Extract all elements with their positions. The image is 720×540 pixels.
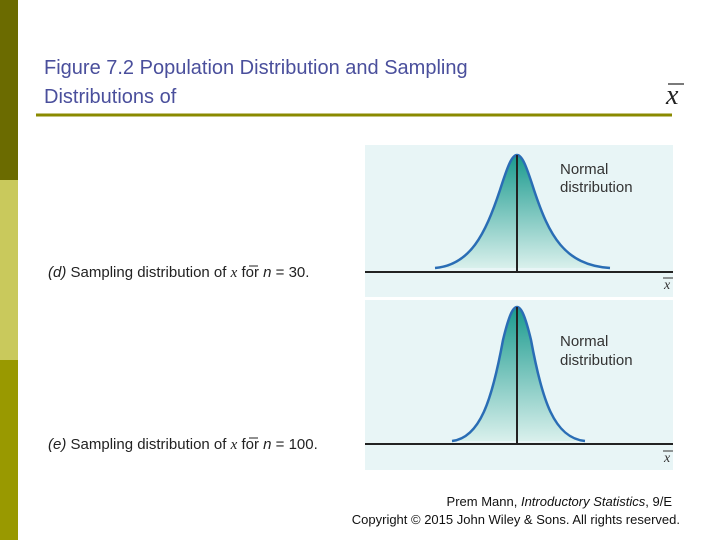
- curve-label: Normal: [560, 161, 608, 178]
- text-part: for: [237, 264, 263, 281]
- side-bar: [0, 360, 18, 540]
- text-part: for: [237, 436, 263, 453]
- axis-label: x: [663, 278, 671, 293]
- text-part: n: [263, 436, 271, 453]
- curve-label: distribution: [560, 179, 633, 196]
- side-bar: [0, 0, 18, 180]
- text-part: = 30.: [271, 264, 309, 281]
- footer-copyright: Copyright © 2015 John Wiley & Sons. All …: [352, 512, 680, 527]
- text-part: x: [230, 437, 238, 453]
- title-symbol: x: [665, 80, 679, 111]
- text-part: x: [230, 265, 238, 281]
- title: Figure 7.2 Population Distribution and S…: [44, 57, 468, 79]
- footer-credit: Prem Mann, Introductory Statistics, 9/E: [447, 494, 673, 509]
- text-part: Sampling distribution of: [66, 436, 230, 453]
- curve-label: Normal: [560, 333, 608, 350]
- text-part: (e): [48, 436, 66, 453]
- title: Distributions of: [44, 86, 177, 108]
- curve-fill: [452, 307, 585, 441]
- side-bar: [0, 180, 18, 360]
- text-part: Introductory Statistics: [521, 494, 646, 509]
- caption: (e) Sampling distribution of x for n = 1…: [48, 436, 318, 453]
- curve-label: distribution: [560, 352, 633, 369]
- text-part: (d): [48, 264, 66, 281]
- text-part: Prem Mann,: [447, 494, 521, 509]
- text-part: , 9/E: [645, 494, 672, 509]
- text-part: = 100.: [271, 436, 317, 453]
- text-part: n: [263, 264, 271, 281]
- text-part: Sampling distribution of: [66, 264, 230, 281]
- caption: (d) Sampling distribution of x for n = 3…: [48, 264, 309, 281]
- axis-label: x: [663, 451, 671, 466]
